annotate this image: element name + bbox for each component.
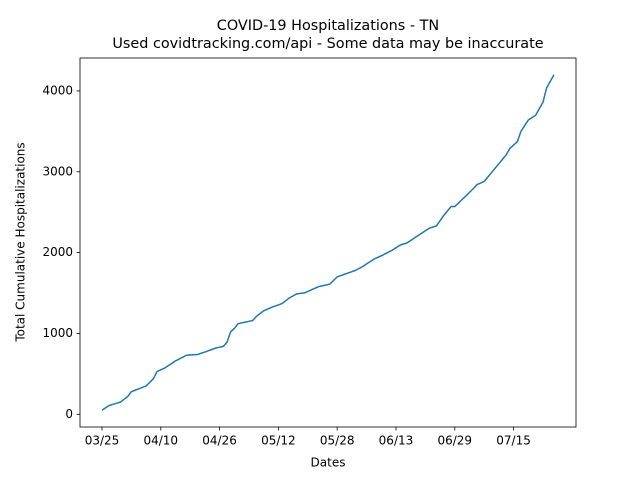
y-tick-label: 1000 <box>42 326 73 340</box>
y-tick-label: 3000 <box>42 164 73 178</box>
x-tick-label: 06/13 <box>379 434 414 448</box>
x-tick-label: 05/28 <box>320 434 355 448</box>
data-line <box>101 74 555 411</box>
x-tick-label: 03/25 <box>85 434 120 448</box>
y-tick-label: 4000 <box>42 83 73 97</box>
x-tick-label: 04/26 <box>202 434 237 448</box>
chart-title: COVID-19 Hospitalizations - TN <box>217 18 439 34</box>
y-axis-label: Total Cumulative Hospitalizations <box>14 142 28 342</box>
plot-frame <box>79 57 577 428</box>
y-tick-label: 2000 <box>42 245 73 259</box>
x-tick-label: 06/29 <box>437 434 472 448</box>
x-tick-label: 04/10 <box>143 434 178 448</box>
x-tick-label: 05/12 <box>261 434 296 448</box>
y-tick-label: 0 <box>65 407 73 421</box>
x-tick-label: 07/15 <box>496 434 531 448</box>
chart-subtitle: Used covidtracking.com/api - Some data m… <box>112 36 543 52</box>
x-axis-label: Dates <box>311 456 346 470</box>
